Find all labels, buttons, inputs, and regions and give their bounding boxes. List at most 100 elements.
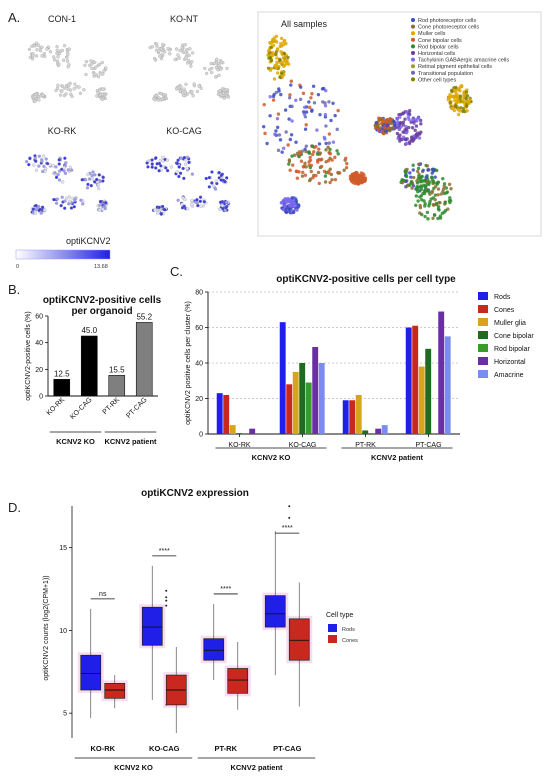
bar <box>368 433 375 434</box>
legend-swatch <box>411 44 415 49</box>
legend-label: Other cell types <box>418 77 456 83</box>
y-tick-label: 0 <box>39 394 43 401</box>
colorbar-label: optiKCNV2 <box>66 236 111 246</box>
x-tick-label: KO-CAG <box>69 396 93 420</box>
bar <box>80 335 98 397</box>
significance-label: ns <box>99 591 107 598</box>
legend-label: Horizontal <box>494 359 526 366</box>
legend-swatch <box>411 77 415 82</box>
umap-tile-title: KO-RK <box>48 126 77 136</box>
legend-swatch <box>478 318 488 326</box>
legend-label: Cone bipolar <box>494 333 534 340</box>
legend-swatch <box>478 292 488 300</box>
chart-title-line2: per organoid <box>71 306 132 317</box>
legend-swatch <box>411 64 415 69</box>
box <box>141 606 163 646</box>
bar <box>444 336 451 434</box>
bar <box>292 371 299 434</box>
bar <box>223 394 230 434</box>
legend-label: Transitional population <box>418 71 473 77</box>
bar-value-label: 12.5 <box>54 369 70 378</box>
chart-title: optiKCNV2 expression <box>141 488 249 499</box>
umap-tile: CON-1 <box>27 14 108 103</box>
box <box>288 618 310 661</box>
legend-swatch <box>411 51 415 55</box>
all-samples-title: All samples <box>281 19 328 29</box>
y-tick-label: 15 <box>59 545 67 552</box>
legend-swatch <box>478 370 488 378</box>
legend-swatch <box>478 357 488 365</box>
legend-label: Horizontal cells <box>418 51 456 57</box>
bar-value-label: 15.5 <box>109 365 125 374</box>
legend-swatch <box>411 24 415 29</box>
umap-tile-title: KO-CAG <box>166 126 202 136</box>
legend-label: Cones <box>342 638 358 644</box>
panel-label-c: C. <box>170 264 183 279</box>
significance-label: **** <box>220 586 231 593</box>
bar-value-label: 45.0 <box>81 326 97 335</box>
bar <box>216 393 223 434</box>
legend-swatch <box>478 344 488 352</box>
y-tick-label: 60 <box>35 314 43 321</box>
x-tick-label: PT-CAG <box>415 442 441 449</box>
bar <box>53 379 71 397</box>
legend-label: Rod bipolar <box>494 346 530 353</box>
legend-label: Tachykinin GABAergic amacrine cells <box>418 58 509 64</box>
legend-label: Cones <box>494 307 515 314</box>
colorbar-min: 0 <box>16 264 19 270</box>
legend-label: Rods <box>494 294 511 301</box>
group-label: KCNV2 patient <box>104 437 157 446</box>
all-samples-frame <box>257 11 542 237</box>
bar <box>249 428 256 434</box>
legend-label: Retinal pigment epithelial cells <box>418 64 492 70</box>
legend-swatch <box>478 305 488 313</box>
legend-label: Muller glia <box>494 320 526 327</box>
box <box>227 668 249 694</box>
group-label: KCNV2 patient <box>230 763 283 772</box>
y-tick-label: 0 <box>199 432 203 439</box>
legend-swatch <box>411 31 415 36</box>
outlier <box>165 599 168 602</box>
bar <box>425 348 432 434</box>
x-tick-label: PT-RK <box>215 744 238 753</box>
group-label: KCNV2 KO <box>56 437 95 446</box>
chart-c-positive-per-cell-type: optiKCNV2-positive cells per cell type 0 2… <box>185 274 534 462</box>
x-tick-label: KO-CAG <box>289 442 317 449</box>
group-label: KCNV2 KO <box>114 763 153 772</box>
bar <box>342 400 349 434</box>
legend-label: Amacrine <box>494 372 524 379</box>
bar <box>355 394 362 434</box>
colorbar <box>15 249 111 260</box>
x-tick-label: PT-CAG <box>125 396 148 419</box>
umap-all-samples: All samples <box>261 19 473 221</box>
y-tick-label: 10 <box>59 628 67 635</box>
legend-label: Muller cells <box>418 31 446 37</box>
legend-label: Rods <box>342 627 355 633</box>
legend-swatch <box>411 57 415 62</box>
box <box>203 638 225 661</box>
x-tick-label: PT-RK <box>102 396 122 416</box>
umap-tile-title: KO-NT <box>170 14 199 24</box>
chart-title: optiKCNV2-positive cells <box>43 295 162 306</box>
x-tick-label: PT-RK <box>355 442 376 449</box>
bar <box>418 366 425 434</box>
y-axis-label: optiKCNV2 counts (log2(CPM+1)) <box>43 575 50 680</box>
outlier <box>165 604 168 607</box>
bar-value-label: 55.2 <box>136 312 152 321</box>
bar <box>381 425 388 434</box>
x-tick-label: PT-CAG <box>273 744 302 753</box>
significance-label: **** <box>159 548 170 555</box>
legend-swatch <box>411 70 415 75</box>
bar <box>405 327 412 434</box>
outlier <box>288 516 291 519</box>
box <box>80 654 102 691</box>
bar <box>236 433 243 434</box>
y-tick-label: 60 <box>195 325 203 332</box>
panel-label-b: B. <box>8 282 20 297</box>
legend-label: Rod bipolar cells <box>418 44 459 50</box>
bar <box>349 400 356 434</box>
bar <box>286 384 293 434</box>
